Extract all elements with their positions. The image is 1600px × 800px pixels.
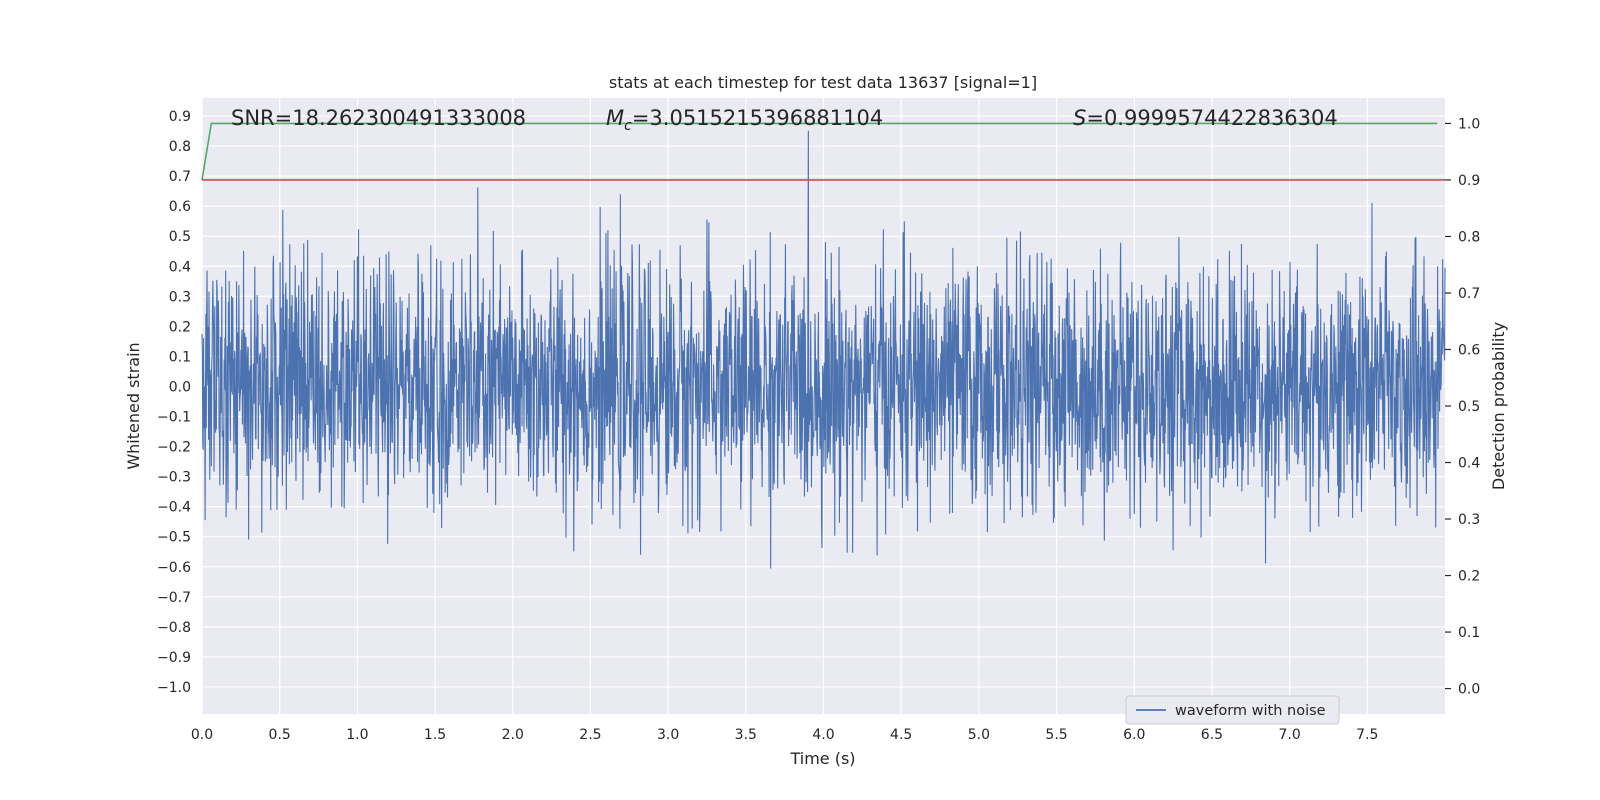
y-axis-label-left: Whitened strain (124, 342, 143, 469)
x-tick-label: 6.0 (1123, 727, 1145, 743)
y-tick-label-right: 0.5 (1458, 399, 1480, 415)
y-tick-label-right: 0.1 (1458, 625, 1480, 641)
y-tick-label-left: −0.3 (157, 470, 191, 486)
x-tick-label: 2.5 (579, 727, 601, 743)
detection-probability-line (201, 122, 1438, 181)
annotation-snr: SNR=18.262300491333008 (231, 106, 526, 130)
y-tick-label-left: −0.7 (157, 590, 191, 606)
x-tick-label: 0.0 (191, 727, 213, 743)
annotation-s-value: =0.9999574422836304 (1086, 106, 1337, 130)
y-tick-label-right: 1.0 (1458, 116, 1480, 132)
x-tick-label: 2.0 (502, 727, 524, 743)
y-tick-label-left: 0.2 (169, 319, 191, 335)
chart-title: stats at each timestep for test data 136… (609, 73, 1037, 92)
y-tick-label-left: −0.5 (157, 530, 191, 546)
annotation-s: S=0.9999574422836304 (1073, 106, 1338, 130)
x-tick-label: 6.5 (1201, 727, 1223, 743)
y-tick-label-right: 0.4 (1458, 456, 1480, 472)
y-tick-label-right: 0.9 (1458, 173, 1480, 189)
x-tick-label: 5.0 (968, 727, 990, 743)
y-tick-label-left: 0.8 (169, 139, 191, 155)
y-tick-label-left: 0.1 (169, 349, 191, 365)
y-tick-label-left: −0.9 (157, 650, 191, 666)
y-tick-label-left: 0.5 (169, 229, 191, 245)
y-tick-label-right: 0.0 (1458, 682, 1480, 698)
annotation-chirp-mass-value: =3.0515215396881104 (632, 106, 883, 130)
legend-box (1125, 695, 1340, 725)
y-tick-label-left: 0.4 (169, 259, 191, 275)
probability-lines (201, 122, 1445, 181)
y-tick-label-left: −0.4 (157, 500, 191, 516)
y-tick-label-left: 0.0 (169, 379, 191, 395)
annotation-s-symbol: S (1073, 106, 1086, 130)
x-tick-label: 5.5 (1045, 727, 1067, 743)
y-tick-label-right: 0.6 (1458, 342, 1480, 358)
y-tick-label-right: 0.2 (1458, 569, 1480, 585)
x-tick-label: 4.0 (812, 727, 834, 743)
legend-label-waveform: waveform with noise (1175, 703, 1326, 719)
y-tick-label-left: 0.3 (169, 289, 191, 305)
x-tick-label: 7.5 (1356, 727, 1378, 743)
waveform-path (201, 130, 1446, 569)
y-tick-label-left: 0.6 (169, 199, 191, 215)
x-tick-label: 3.0 (657, 727, 679, 743)
x-tick-label: 1.5 (424, 727, 446, 743)
y-tick-label-right: 0.8 (1458, 229, 1480, 245)
x-tick-label: 3.5 (735, 727, 757, 743)
annotation-chirp-mass-symbol: M (606, 106, 624, 130)
annotation-chirp-mass-subscript: c (624, 118, 632, 134)
x-tick-label: 7.0 (1278, 727, 1300, 743)
y-tick-label-left: 0.7 (169, 169, 191, 185)
x-axis-label: Time (s) (789, 749, 855, 768)
legend: waveform with noise (1125, 695, 1340, 725)
ticks: 0.0 0.5 1.0 1.5 2.0 2.5 3.0 3.5 4.0 4.5 5.0 5.5 6.0 6… (157, 109, 1480, 743)
y-tick-label-left: −1.0 (157, 680, 191, 696)
y-tick-label-left: −0.2 (157, 440, 191, 456)
y-tick-label-left: 0.9 (169, 109, 191, 125)
y-axis-label-right: Detection probability (1489, 322, 1508, 490)
series-waveform-with-noise (201, 130, 1446, 569)
y-tick-label-right: 0.7 (1458, 286, 1480, 302)
x-tick-label: 0.5 (269, 727, 291, 743)
y-tick-label-left: −0.6 (157, 560, 191, 576)
y-tick-label-left: −0.8 (157, 620, 191, 636)
annotation-chirp-mass: Mc=3.0515215396881104 (606, 106, 883, 134)
y-tick-label-right: 0.3 (1458, 512, 1480, 528)
x-tick-label: 1.0 (346, 727, 368, 743)
x-tick-label: 4.5 (890, 727, 912, 743)
y-tick-label-left: −0.1 (157, 410, 191, 426)
